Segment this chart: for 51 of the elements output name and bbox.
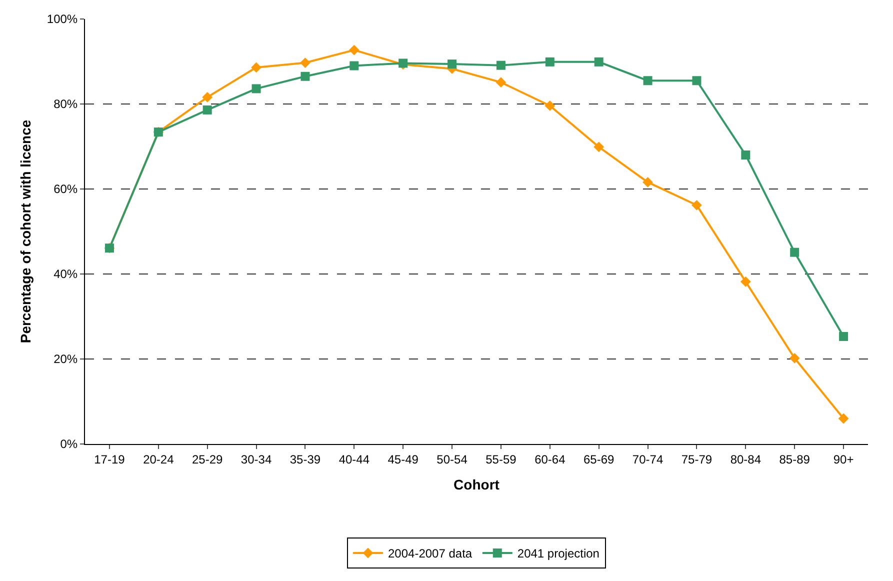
point <box>544 100 556 111</box>
point <box>642 177 653 188</box>
point <box>740 276 751 287</box>
y-tick-label: 100% <box>46 12 78 26</box>
point <box>300 58 310 68</box>
x-tick-label: 65-69 <box>583 452 615 466</box>
point <box>251 62 262 73</box>
point <box>348 44 360 56</box>
y-tick-label: 20% <box>54 352 78 366</box>
x-tick-label: 30-34 <box>240 452 272 466</box>
point <box>692 200 702 210</box>
point <box>496 60 506 70</box>
x-tick-label: 60-64 <box>534 452 566 466</box>
x-tick-label: 50-54 <box>436 452 468 466</box>
point <box>692 76 702 86</box>
y-tick-label: 40% <box>54 267 78 282</box>
point <box>252 84 261 94</box>
x-tick-label: 17-19 <box>94 452 126 466</box>
y-tick-label: 0% <box>60 437 78 452</box>
x-tick-label: 45-49 <box>388 452 419 466</box>
legend-label: 2004-2007 data <box>388 546 472 561</box>
x-tick-label: 35-39 <box>290 452 321 466</box>
x-tick-label: 25-29 <box>192 452 224 466</box>
point <box>839 332 848 341</box>
y-axis-title: Percentage of cohort with licence <box>17 120 34 344</box>
y-tick-label: 60% <box>54 182 78 196</box>
point <box>300 72 310 81</box>
x-tick-label: 40-44 <box>338 452 370 466</box>
x-tick-label: 55-59 <box>486 452 517 466</box>
x-tick-label: 70-74 <box>632 452 664 466</box>
x-tick-label: 85-89 <box>779 452 810 466</box>
point <box>838 413 849 424</box>
point <box>643 76 652 86</box>
point <box>594 142 604 152</box>
point <box>594 57 604 66</box>
point <box>350 61 359 70</box>
point <box>448 60 457 69</box>
legend-label: 2041 projection <box>517 546 600 561</box>
point <box>202 92 213 102</box>
point <box>790 248 800 257</box>
x-axis-title: Cohort <box>454 476 500 493</box>
point <box>202 105 212 114</box>
point <box>496 77 506 88</box>
point <box>789 352 800 364</box>
point <box>545 57 554 66</box>
x-tick-label: 75-79 <box>681 452 712 466</box>
x-tick-label: 90+ <box>833 452 854 466</box>
y-tick-label: 80% <box>54 97 78 112</box>
x-tick-label: 80-84 <box>730 452 762 466</box>
x-tick-label: 20-24 <box>143 452 174 466</box>
point <box>741 150 750 160</box>
